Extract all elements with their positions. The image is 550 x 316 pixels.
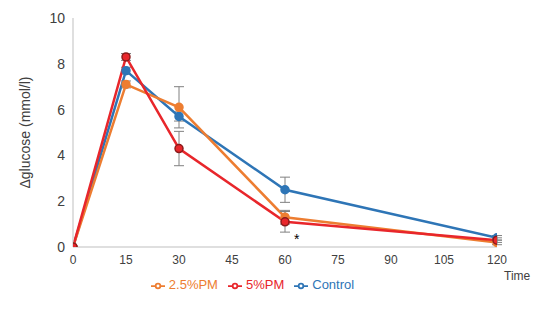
svg-text:45: 45 xyxy=(225,253,239,267)
svg-text:105: 105 xyxy=(434,253,454,267)
svg-text:90: 90 xyxy=(384,253,398,267)
svg-text:Time: Time xyxy=(504,269,531,283)
svg-text:15: 15 xyxy=(119,253,133,267)
html-text:5%PM: 5%PM xyxy=(246,277,285,292)
svg-text:0: 0 xyxy=(70,253,77,267)
svg-text:0: 0 xyxy=(57,239,65,255)
svg-text:8: 8 xyxy=(57,56,65,72)
svg-text:60: 60 xyxy=(278,253,292,267)
svg-text:4: 4 xyxy=(57,147,65,163)
svg-text:2: 2 xyxy=(57,193,65,209)
html-text:Control: Control xyxy=(312,277,355,292)
svg-text:75: 75 xyxy=(331,253,345,267)
svg-text:10: 10 xyxy=(49,10,65,26)
svg-text:6: 6 xyxy=(57,102,65,118)
html-text:2.5%PM: 2.5%PM xyxy=(168,277,218,292)
svg-text:120: 120 xyxy=(487,253,507,267)
svg-text:30: 30 xyxy=(172,253,186,267)
svg-text:*: * xyxy=(294,231,300,247)
svg-text:Δglucose (mmol/l): Δglucose (mmol/l) xyxy=(17,76,33,188)
